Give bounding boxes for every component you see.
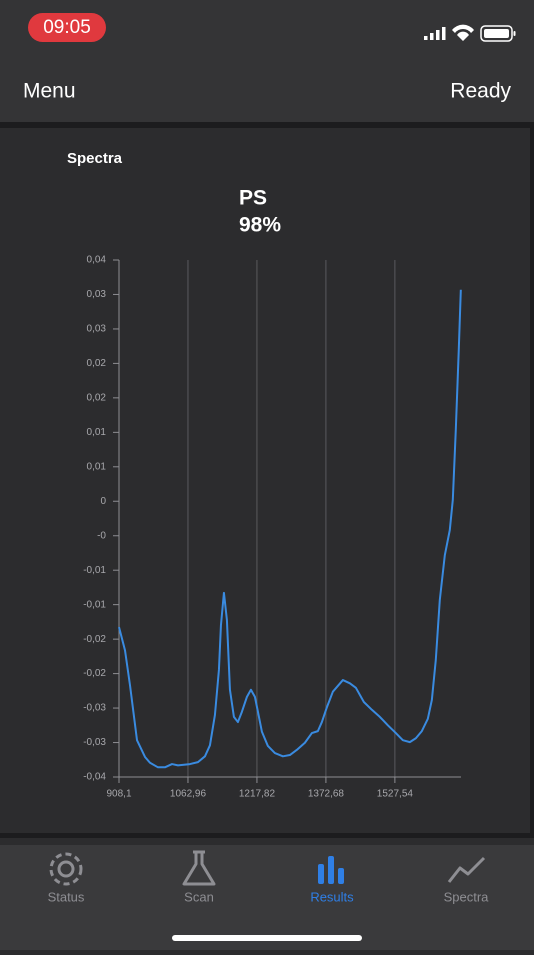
y-tick-label: 0,03 xyxy=(87,324,107,335)
y-tick-label: 0,03 xyxy=(87,289,107,300)
y-tick-label: 0,01 xyxy=(87,461,107,472)
home-indicator xyxy=(172,935,362,941)
y-tick-label: 0,01 xyxy=(87,427,107,438)
plot: 0,04 0,03 0,03 0,02 0,02 0,01 0,01 0 -0 -0,01 -0,0… xyxy=(83,255,462,800)
tab-icons xyxy=(49,850,486,886)
x-tick-label: 1372,68 xyxy=(308,789,345,800)
y-tick-label: -0,03 xyxy=(83,703,106,714)
tab-label[interactable]: Results xyxy=(310,889,354,904)
y-tick-label: 0,02 xyxy=(87,392,107,403)
time-pill xyxy=(28,13,106,42)
y-tick-label: -0,03 xyxy=(83,737,106,748)
menu-button[interactable]: Menu xyxy=(23,80,76,103)
x-tick-label: 1062,96 xyxy=(170,789,207,800)
y-tick-label: -0,04 xyxy=(83,772,106,783)
x-tick-label: 1527,54 xyxy=(377,789,414,800)
status-icons xyxy=(424,24,516,42)
y-tick-label: -0,02 xyxy=(83,634,106,645)
ready-status: Ready xyxy=(450,80,511,103)
y-tick-label: -0,01 xyxy=(83,599,106,610)
y-tick-label: -0 xyxy=(97,530,106,541)
card xyxy=(0,128,530,833)
tab-bar xyxy=(0,845,534,950)
y-tick-label: 0 xyxy=(100,496,106,507)
section-title: Spectra xyxy=(67,150,123,167)
spectrum-line xyxy=(118,289,462,769)
tab-label[interactable]: Spectra xyxy=(444,889,490,904)
x-tick-label: 908,1 xyxy=(106,789,131,800)
y-tick-label: -0,02 xyxy=(83,668,106,679)
y-tick-label: 0,04 xyxy=(87,255,107,266)
separator xyxy=(0,122,534,128)
chart-title: PS xyxy=(239,187,267,210)
time: 09:05 xyxy=(43,17,91,38)
tab-label[interactable]: Scan xyxy=(184,889,214,904)
chart-subtitle: 98% xyxy=(239,214,281,237)
y-tick-label: -0,01 xyxy=(83,565,106,576)
tab-label[interactable]: Status xyxy=(48,889,85,904)
x-tick-label: 1217,82 xyxy=(239,789,276,800)
y-tick-label: 0,02 xyxy=(87,358,107,369)
